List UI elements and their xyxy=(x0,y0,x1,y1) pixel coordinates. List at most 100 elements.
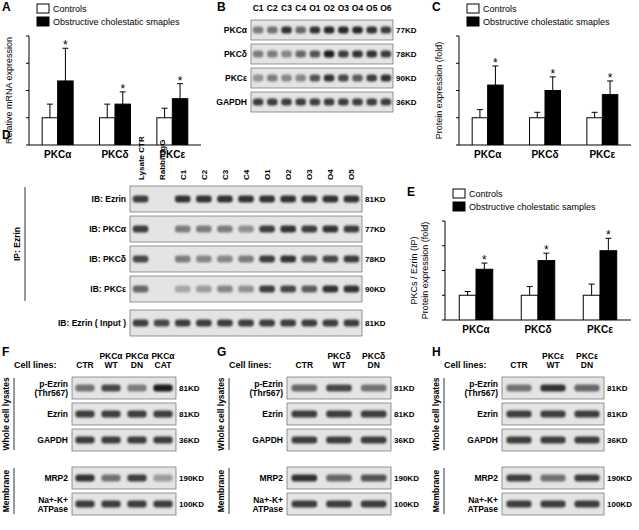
row-label: PKCε xyxy=(225,73,247,83)
band xyxy=(352,27,363,34)
band xyxy=(133,256,149,263)
row-label: Ezrin xyxy=(47,409,68,419)
legend-label: Obstructive cholestatic smaples xyxy=(483,17,610,27)
band xyxy=(310,27,321,34)
lane-label: C3 xyxy=(281,3,292,13)
blot-strip xyxy=(287,467,391,489)
bar xyxy=(115,104,130,145)
bar-panel: PKCs / Ezrin (IP)Protein expression (fol… xyxy=(409,189,631,335)
band xyxy=(238,286,254,293)
lane-label-line: WT xyxy=(332,360,346,370)
lane-title: Cell lines: xyxy=(14,360,57,370)
labels: *PKCα*PKCδ*PKCε xyxy=(474,56,615,160)
bar xyxy=(58,81,73,145)
band xyxy=(154,286,170,293)
group-label: Whole cell lysates xyxy=(1,377,11,450)
size-label: 81KD xyxy=(394,384,415,393)
band xyxy=(75,385,94,392)
axis-title: Protein expression (fold) xyxy=(420,222,430,320)
y-tick xyxy=(442,270,445,271)
blot-strip xyxy=(287,493,391,515)
significance: * xyxy=(493,56,498,70)
band xyxy=(217,196,233,203)
lane-label: O5 xyxy=(366,3,378,13)
band xyxy=(127,437,146,444)
row-label: Ezrin xyxy=(477,409,498,419)
y-tick xyxy=(456,63,459,64)
lane-label: O6 xyxy=(380,3,392,13)
size-label: 81KD xyxy=(607,384,628,393)
size-label: 77KD xyxy=(365,225,386,234)
legend-label: Controls xyxy=(483,4,517,14)
band xyxy=(154,256,170,263)
blot-strip xyxy=(72,377,176,399)
band xyxy=(326,437,352,444)
band xyxy=(324,27,335,34)
band xyxy=(281,51,292,58)
y-tick xyxy=(456,145,459,146)
size-label: 36KD xyxy=(394,436,415,445)
band xyxy=(238,320,254,327)
band xyxy=(381,27,392,34)
band xyxy=(323,286,339,293)
bar xyxy=(100,118,115,145)
size-label: 81KD xyxy=(365,319,386,328)
lane-label: PKCδWT xyxy=(327,351,350,370)
lane-label-line: CAT xyxy=(155,360,173,370)
band xyxy=(133,196,149,203)
band xyxy=(127,501,146,508)
blot-strip xyxy=(502,403,604,425)
x-tick-label: PKCα xyxy=(474,149,502,160)
band xyxy=(217,256,233,263)
band xyxy=(292,475,318,482)
bar xyxy=(587,118,602,145)
x-tick-label: PKCδ xyxy=(531,149,558,160)
blot-strip xyxy=(287,429,391,451)
band xyxy=(295,99,306,106)
band xyxy=(295,75,306,82)
size-label: 100KD xyxy=(394,500,419,509)
x-tick-label: PKCε xyxy=(587,324,613,335)
band xyxy=(344,226,360,233)
band xyxy=(574,385,599,392)
band xyxy=(295,27,306,34)
panel-letter: A xyxy=(2,0,11,14)
band xyxy=(324,75,335,82)
band xyxy=(574,437,599,444)
row-label: PKCα xyxy=(224,25,248,35)
band xyxy=(175,320,191,327)
band xyxy=(540,411,565,418)
lane-label: C1 xyxy=(253,3,264,13)
error-bar xyxy=(62,48,68,81)
band xyxy=(175,256,191,263)
band xyxy=(280,256,296,263)
row-label: IB: Ezrin xyxy=(92,194,126,204)
legend-label: Controls xyxy=(469,189,503,199)
panel-letter: E xyxy=(407,185,415,199)
band xyxy=(326,385,352,392)
significance: * xyxy=(608,71,613,85)
size-label: 190KD xyxy=(607,474,632,483)
lane-label: O2 xyxy=(323,3,335,13)
band xyxy=(292,411,318,418)
y-tick xyxy=(26,36,29,37)
band xyxy=(292,437,318,444)
error-stem xyxy=(107,104,108,118)
band xyxy=(574,411,599,418)
panel-letter: D xyxy=(2,128,11,142)
band xyxy=(326,411,352,418)
band xyxy=(154,226,170,233)
band xyxy=(361,475,387,482)
band xyxy=(267,99,278,106)
band xyxy=(133,286,149,293)
band xyxy=(75,475,94,482)
band xyxy=(175,196,191,203)
band xyxy=(506,475,531,482)
blot-panel: Cell lines:CTRPKCεWTPKCεDNp-Ezrin(Thr567… xyxy=(431,351,632,515)
band xyxy=(352,99,363,106)
row-label: GAPDH xyxy=(467,435,498,445)
band xyxy=(153,385,172,392)
bar xyxy=(172,99,187,145)
band xyxy=(381,51,392,58)
blot-strip xyxy=(130,276,362,302)
